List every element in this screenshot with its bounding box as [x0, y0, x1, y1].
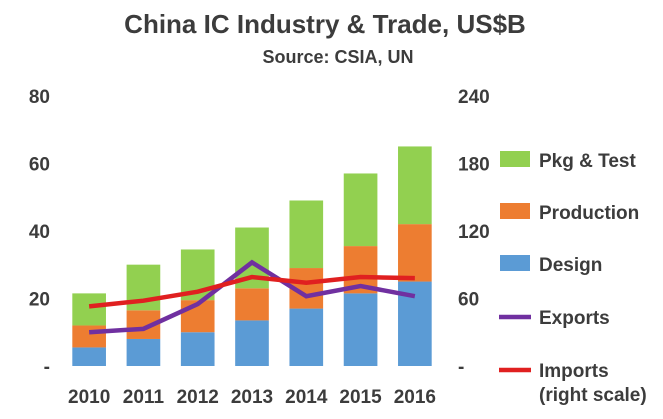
lines	[88, 259, 416, 335]
bar-production-2010	[72, 325, 106, 348]
bar-design-2015	[343, 293, 378, 366]
legend-label-pkg-test: Pkg & Test	[539, 151, 636, 172]
bar-production-2016	[398, 224, 432, 282]
line-exports	[89, 259, 416, 335]
bar-pkg-test-2016	[398, 146, 432, 225]
bar-design-2010	[72, 347, 106, 366]
legend-label-right-scale: (right scale)	[539, 385, 647, 406]
line-imports	[88, 274, 415, 309]
chart-title: China IC Industry & Trade, US$B	[124, 9, 526, 39]
x-tick-label: 2015	[339, 387, 382, 408]
left-tick-label: -	[44, 357, 50, 378]
x-tick-label: 2013	[231, 387, 273, 408]
right-axis: - 60 120 180 240	[458, 87, 490, 378]
legend-label-production: Production	[539, 203, 639, 224]
left-tick-label: 40	[29, 222, 50, 243]
legend: Pkg & Test Production Design Exports Imports…	[499, 151, 647, 406]
right-tick-label: 240	[458, 87, 490, 108]
left-tick-label: 20	[29, 289, 50, 310]
bar-design-2011	[126, 338, 161, 366]
left-tick-label: 60	[29, 154, 50, 175]
legend-swatch-pkg-test	[500, 151, 530, 167]
left-axis: - 20 40 60 80	[29, 87, 50, 378]
bar-pkg-test-2014	[289, 200, 324, 269]
bar-pkg-test-2015	[343, 173, 378, 247]
legend-label-imports: Imports	[539, 361, 609, 382]
legend-label-exports: Exports	[539, 308, 610, 329]
legend-swatch-production	[500, 203, 530, 219]
x-tick-label: 2012	[177, 387, 219, 408]
right-tick-label: 120	[458, 222, 490, 243]
bar-production-2013	[235, 288, 269, 321]
x-tick-label: 2014	[285, 387, 328, 408]
bar-pkg-test-2010	[72, 293, 106, 326]
bar-design-2014	[289, 308, 324, 366]
x-tick-label: 2011	[123, 387, 165, 408]
x-axis: 2010 2011 2012 2013 2014 2015 2016	[68, 387, 436, 408]
x-tick-label: 2016	[394, 387, 436, 408]
legend-label-design: Design	[539, 255, 602, 276]
bar-design-2012	[180, 332, 215, 366]
right-tick-label: 60	[458, 289, 479, 310]
x-tick-label: 2010	[68, 387, 110, 408]
bar-design-2013	[235, 320, 269, 366]
left-tick-label: 80	[29, 87, 50, 108]
bars	[72, 146, 432, 366]
chart-subtitle: Source: CSIA, UN	[262, 47, 413, 67]
right-tick-label: -	[458, 357, 464, 378]
right-tick-label: 180	[458, 154, 490, 175]
legend-swatch-design	[500, 255, 530, 271]
